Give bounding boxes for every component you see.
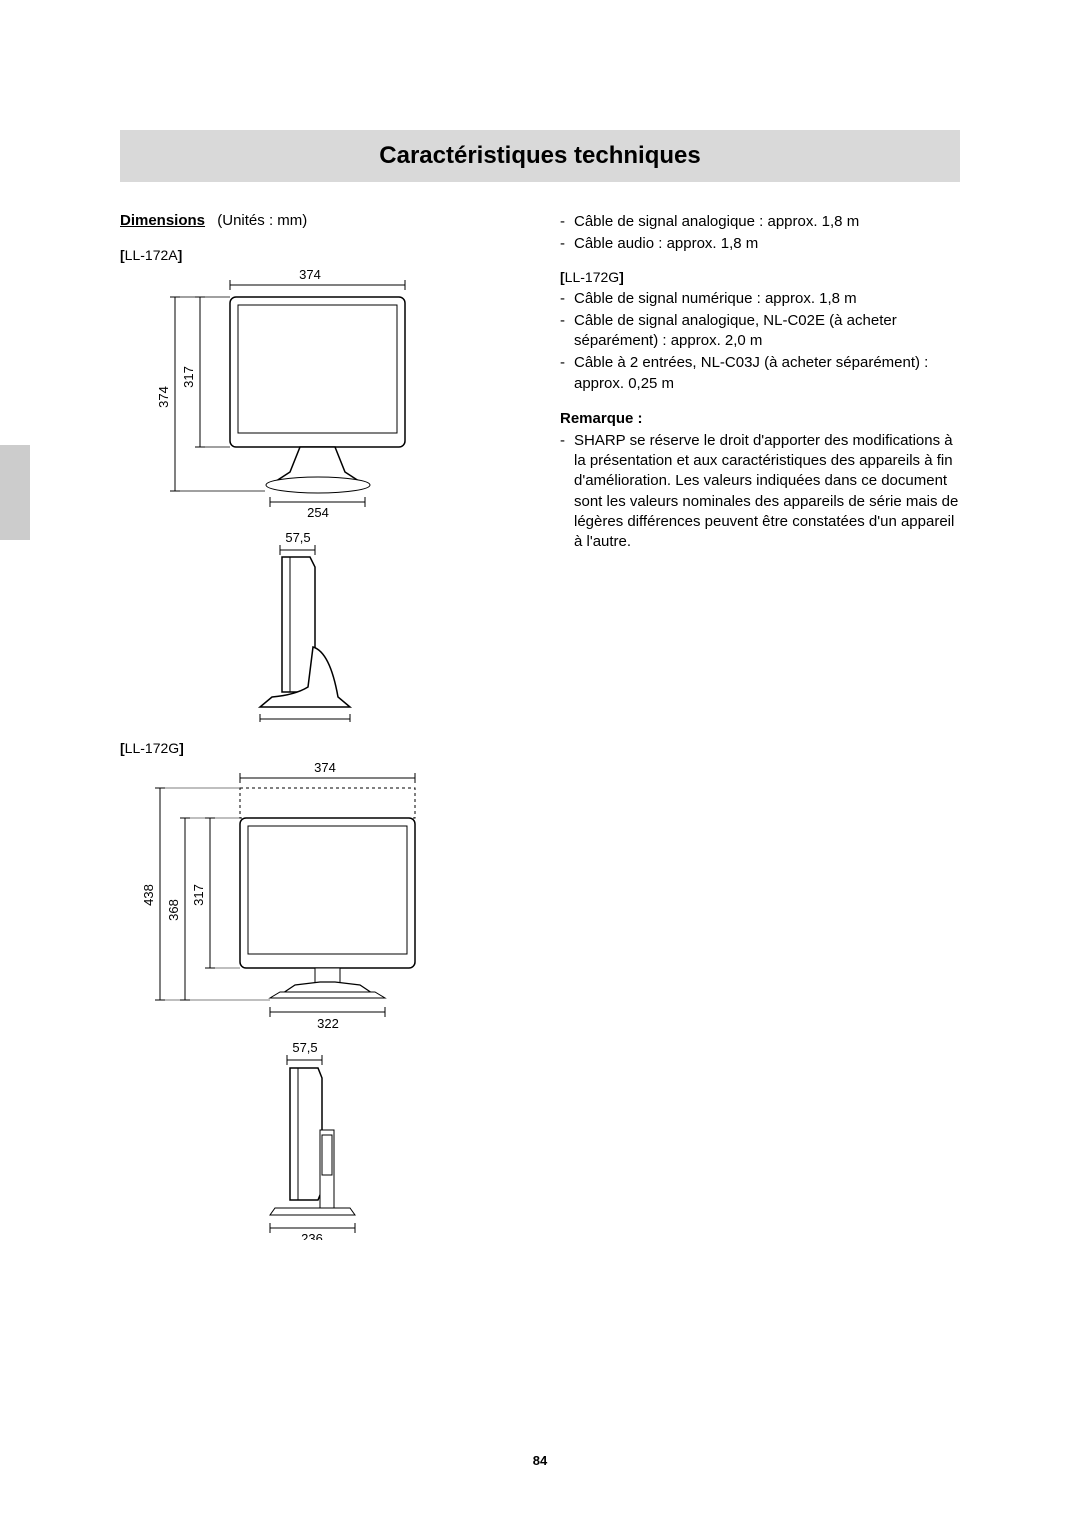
- model-a-text: LL-172A: [125, 247, 178, 263]
- remarque-text: SHARP se réserve le droit d'apporter des…: [574, 431, 960, 553]
- diagram-model-g: 374 322: [120, 760, 520, 1240]
- svg-text:322: 322: [317, 1016, 339, 1031]
- remarque-heading: Remarque :: [560, 410, 960, 427]
- diagram-model-a: 374 254 374: [120, 267, 520, 722]
- list-item: -Câble de signal analogique, NL-C02E (à …: [560, 311, 960, 352]
- page-container: Caractéristiques techniques Dimensions (…: [0, 0, 1080, 1528]
- page-title: Caractéristiques techniques: [120, 130, 960, 182]
- model-g-text: LL-172G: [125, 740, 179, 756]
- content-columns: Dimensions (Unités : mm) [LL-172A] 374: [120, 212, 960, 1240]
- units-text: (Unités : mm): [217, 212, 307, 229]
- dimensions-label: Dimensions: [120, 212, 205, 229]
- model-g-label: [LL-172G]: [120, 740, 520, 756]
- dimensions-heading: Dimensions (Unités : mm): [120, 212, 520, 229]
- cable-2in: Câble à 2 entrées, NL-C03J (à acheter sé…: [574, 353, 960, 394]
- model-g-label-right: [LL-172G]: [560, 269, 960, 285]
- svg-text:254: 254: [307, 505, 329, 520]
- cable-analog-sep: Câble de signal analogique, NL-C02E (à a…: [574, 311, 960, 352]
- svg-text:374: 374: [299, 267, 321, 282]
- svg-text:317: 317: [181, 366, 196, 388]
- units-label: [209, 212, 217, 229]
- model-g-label-text: LL-172G: [565, 269, 619, 285]
- model-a-label: [LL-172A]: [120, 247, 520, 263]
- svg-text:57,5: 57,5: [292, 1040, 317, 1055]
- list-item: -SHARP se réserve le droit d'apporter de…: [560, 431, 960, 553]
- svg-text:368: 368: [166, 899, 181, 921]
- list-item: -Câble de signal numérique : approx. 1,8…: [560, 289, 960, 309]
- page-number: 84: [0, 1453, 1080, 1468]
- list-item: -Câble de signal analogique : approx. 1,…: [560, 212, 960, 232]
- svg-text:236: 236: [301, 1231, 323, 1240]
- left-column: Dimensions (Unités : mm) [LL-172A] 374: [120, 212, 520, 1240]
- svg-text:374: 374: [314, 760, 336, 775]
- list-item: -Câble audio : approx. 1,8 m: [560, 234, 960, 254]
- svg-text:438: 438: [141, 884, 156, 906]
- svg-text:57,5: 57,5: [285, 530, 310, 545]
- svg-text:317: 317: [191, 884, 206, 906]
- cable-audio: Câble audio : approx. 1,8 m: [574, 234, 960, 254]
- cable-analog: Câble de signal analogique : approx. 1,8…: [574, 212, 960, 232]
- svg-text:374: 374: [156, 386, 171, 408]
- right-column: -Câble de signal analogique : approx. 1,…: [560, 212, 960, 1240]
- cable-digital: Câble de signal numérique : approx. 1,8 …: [574, 289, 960, 309]
- list-item: -Câble à 2 entrées, NL-C03J (à acheter s…: [560, 353, 960, 394]
